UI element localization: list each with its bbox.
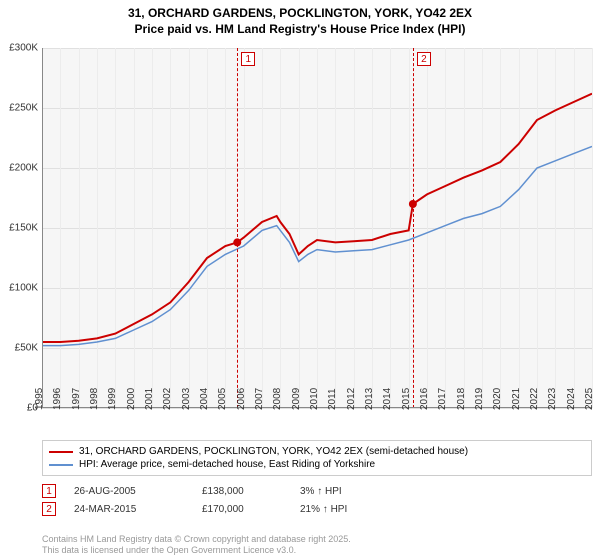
x-tick-label: 2010 (309, 388, 320, 410)
attribution-line: Contains HM Land Registry data © Crown c… (42, 534, 351, 545)
sale-annotations: 1 26-AUG-2005 £138,000 3% ↑ HPI 2 24-MAR… (42, 484, 390, 520)
chart-lines (42, 48, 592, 408)
x-tick-label: 2023 (547, 388, 558, 410)
x-tick-label: 1995 (34, 388, 45, 410)
series-line (42, 146, 592, 345)
x-tick-label: 2009 (291, 388, 302, 410)
y-tick-label: £250K (9, 103, 38, 114)
legend-swatch (49, 451, 73, 453)
x-tick-label: 2003 (181, 388, 192, 410)
sale-pct: 3% ↑ HPI (300, 486, 390, 497)
legend-label: 31, ORCHARD GARDENS, POCKLINGTON, YORK, … (79, 446, 468, 457)
x-tick-label: 1996 (52, 388, 63, 410)
x-tick-label: 2020 (492, 388, 503, 410)
x-tick-label: 2019 (474, 388, 485, 410)
chart-container: 31, ORCHARD GARDENS, POCKLINGTON, YORK, … (0, 0, 600, 560)
sale-date: 26-AUG-2005 (74, 486, 184, 497)
marker-line (413, 48, 414, 408)
sale-price: £170,000 (202, 504, 282, 515)
sale-row: 2 24-MAR-2015 £170,000 21% ↑ HPI (42, 502, 390, 516)
title-line-1: 31, ORCHARD GARDENS, POCKLINGTON, YORK, … (0, 6, 600, 22)
x-tick-label: 2014 (382, 388, 393, 410)
legend-label: HPI: Average price, semi-detached house,… (79, 459, 375, 470)
y-tick-label: £300K (9, 43, 38, 54)
attribution-line: This data is licensed under the Open Gov… (42, 545, 351, 556)
marker-box: 2 (417, 52, 431, 66)
x-tick-label: 2025 (584, 388, 595, 410)
y-tick-label: £50K (15, 343, 38, 354)
marker-box: 1 (241, 52, 255, 66)
x-tick-label: 2017 (437, 388, 448, 410)
series-line (42, 94, 592, 342)
x-tick-label: 2001 (144, 388, 155, 410)
y-axis (42, 48, 43, 408)
x-tick-label: 2015 (401, 388, 412, 410)
x-tick-label: 1997 (71, 388, 82, 410)
sale-marker-box: 1 (42, 484, 56, 498)
legend-swatch (49, 464, 73, 466)
x-tick-label: 2021 (511, 388, 522, 410)
x-tick-label: 2002 (162, 388, 173, 410)
x-tick-label: 2007 (254, 388, 265, 410)
chart-area: 12 £0£50K£100K£150K£200K£250K£300K 19951… (42, 48, 592, 408)
x-tick-label: 2018 (456, 388, 467, 410)
y-tick-label: £200K (9, 163, 38, 174)
sale-date: 24-MAR-2015 (74, 504, 184, 515)
sale-pct: 21% ↑ HPI (300, 504, 390, 515)
x-tick-label: 1999 (107, 388, 118, 410)
legend: 31, ORCHARD GARDENS, POCKLINGTON, YORK, … (42, 440, 592, 476)
y-tick-label: £150K (9, 223, 38, 234)
x-tick-label: 2006 (236, 388, 247, 410)
x-tick-label: 2013 (364, 388, 375, 410)
x-tick-label: 2000 (126, 388, 137, 410)
attribution: Contains HM Land Registry data © Crown c… (42, 534, 351, 556)
legend-item: HPI: Average price, semi-detached house,… (49, 458, 585, 471)
legend-item: 31, ORCHARD GARDENS, POCKLINGTON, YORK, … (49, 445, 585, 458)
x-tick-label: 2011 (328, 388, 339, 410)
chart-title: 31, ORCHARD GARDENS, POCKLINGTON, YORK, … (0, 0, 600, 37)
sale-marker-box: 2 (42, 502, 56, 516)
sale-row: 1 26-AUG-2005 £138,000 3% ↑ HPI (42, 484, 390, 498)
sale-price: £138,000 (202, 486, 282, 497)
x-tick-label: 2012 (346, 388, 357, 410)
x-tick-label: 2016 (419, 388, 430, 410)
x-tick-label: 2005 (217, 388, 228, 410)
x-tick-label: 1998 (89, 388, 100, 410)
x-tick-label: 2004 (199, 388, 210, 410)
marker-line (237, 48, 238, 408)
title-line-2: Price paid vs. HM Land Registry's House … (0, 22, 600, 38)
x-tick-label: 2024 (566, 388, 577, 410)
x-tick-label: 2008 (272, 388, 283, 410)
gridline-v (592, 48, 593, 408)
y-tick-label: £100K (9, 283, 38, 294)
x-tick-label: 2022 (529, 388, 540, 410)
